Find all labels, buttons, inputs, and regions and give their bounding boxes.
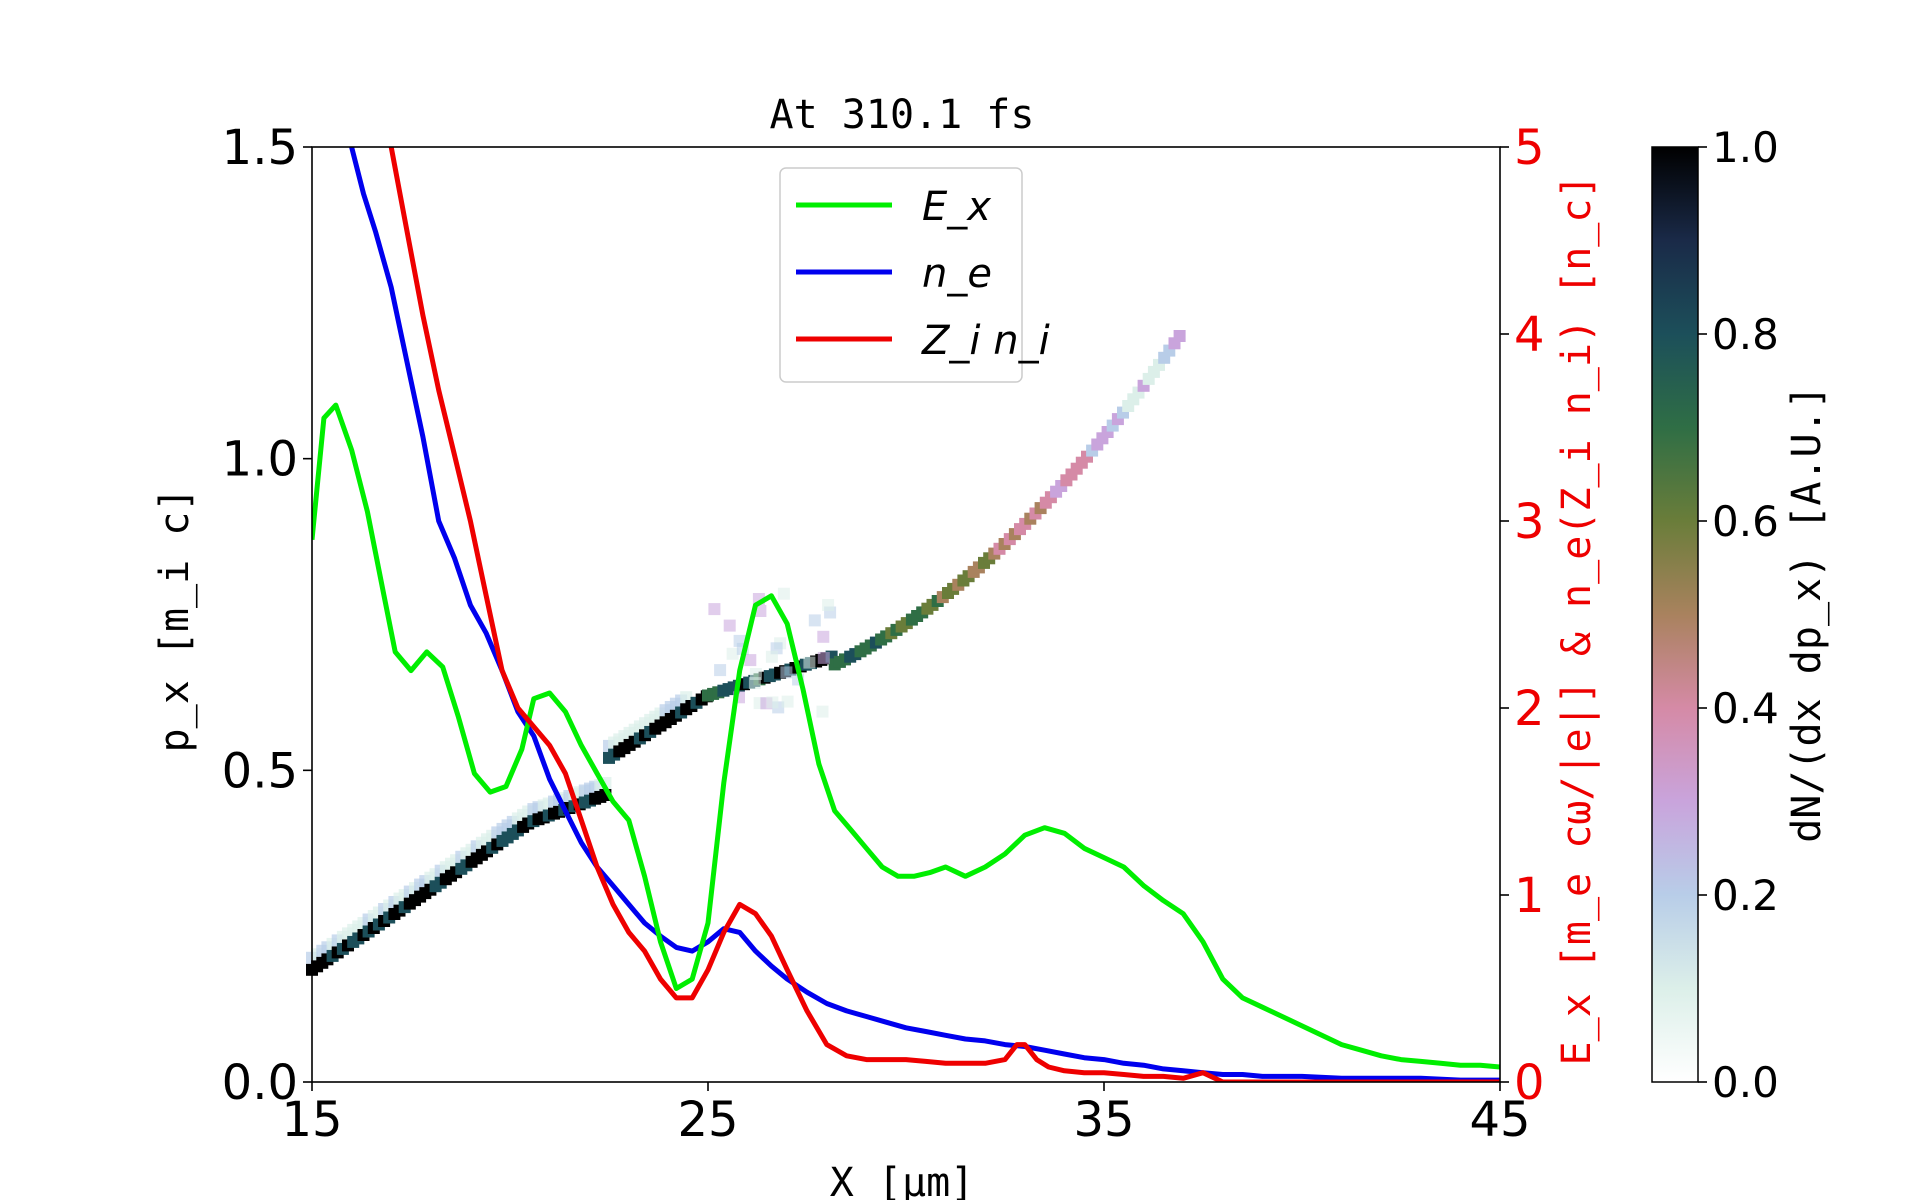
heatmap-cell (749, 668, 762, 680)
colorbar-tick-label: 0.4 (1712, 684, 1779, 733)
heatmap-cell (723, 619, 736, 632)
x-axis-label: X [μm] (830, 1160, 975, 1200)
heatmap-cell (754, 605, 767, 617)
heatmap-cell (708, 603, 721, 616)
heatmap-cell (817, 630, 830, 643)
heatmap-cell (822, 599, 835, 611)
colorbar-tick-label: 0.8 (1712, 310, 1779, 359)
colorbar (1651, 146, 1699, 1083)
y-tick-label: 0.5 (222, 743, 298, 799)
y-axis-left: 0.0 0.5 1.0 1.5 (222, 120, 312, 1111)
y2-axis-label: E_x [m_e cω/|e|] & n_e(Z_i n_i) [n_c] (1554, 174, 1600, 1065)
y2-tick-label: 2 (1514, 681, 1545, 737)
y2-tick-label: 3 (1514, 494, 1545, 550)
heatmap-cell (803, 656, 816, 669)
legend-box (779, 167, 1023, 383)
y-tick-label: 0.0 (222, 1055, 298, 1111)
heatmap-cell (766, 696, 779, 709)
heatmap-cell (726, 647, 739, 660)
heatmap-cell (1173, 330, 1186, 342)
heatmap-cell (781, 695, 794, 708)
y2-tick-label: 5 (1514, 120, 1545, 176)
x-axis: 15 25 35 45 (281, 1082, 1531, 1148)
heatmap-cell (816, 705, 829, 718)
series-lines (312, 147, 1500, 1082)
legend-label: E_x (922, 184, 991, 230)
colorbar-label: dN/(dx dp_x) [A.U.] (1784, 385, 1830, 843)
colorbar-axis: 0.0 0.2 0.4 0.6 0.8 1.0 (1698, 123, 1779, 1107)
heatmap-cell (780, 666, 793, 679)
heatmap-cell (765, 650, 778, 663)
series-line-2 (388, 147, 1500, 1082)
heatmap-cell (733, 634, 746, 647)
y-axis-label: p_x [m_i c] (152, 488, 198, 753)
colorbar-tick-label: 0.6 (1712, 497, 1779, 546)
series-line-0 (312, 402, 1500, 1070)
heatmap-cell (808, 614, 821, 627)
colorbar-tick-label: 0.2 (1712, 871, 1779, 920)
y-axis-right: 0 1 2 3 4 5 (1500, 120, 1545, 1111)
y2-tick-label: 1 (1514, 868, 1545, 924)
colorbar-tick-label: 0.0 (1712, 1058, 1779, 1107)
y-tick-label: 1.0 (222, 432, 298, 488)
legend-label: Z_i n_i (921, 318, 1050, 364)
x-tick-label: 45 (1469, 1092, 1530, 1148)
chart-title: At 310.1 fs (770, 92, 1035, 138)
x-tick-label: 15 (281, 1092, 342, 1148)
y2-tick-label: 0 (1514, 1055, 1545, 1111)
heatmap-cell (714, 664, 727, 677)
colorbar-tick-label: 1.0 (1712, 123, 1779, 172)
y2-tick-label: 4 (1514, 307, 1545, 363)
heatmap-cell (748, 677, 761, 690)
heatmap-cell (777, 587, 790, 600)
y-tick-label: 1.5 (222, 120, 298, 176)
legend-label: n_e (922, 251, 992, 297)
x-tick-label: 35 (1073, 1092, 1134, 1148)
x-tick-label: 25 (677, 1092, 738, 1148)
legend: E_x n_e Z_i n_i (779, 167, 1050, 383)
heatmap-cell (744, 654, 757, 667)
plot-frame (311, 146, 1501, 1083)
heatmap-cell (817, 651, 830, 664)
